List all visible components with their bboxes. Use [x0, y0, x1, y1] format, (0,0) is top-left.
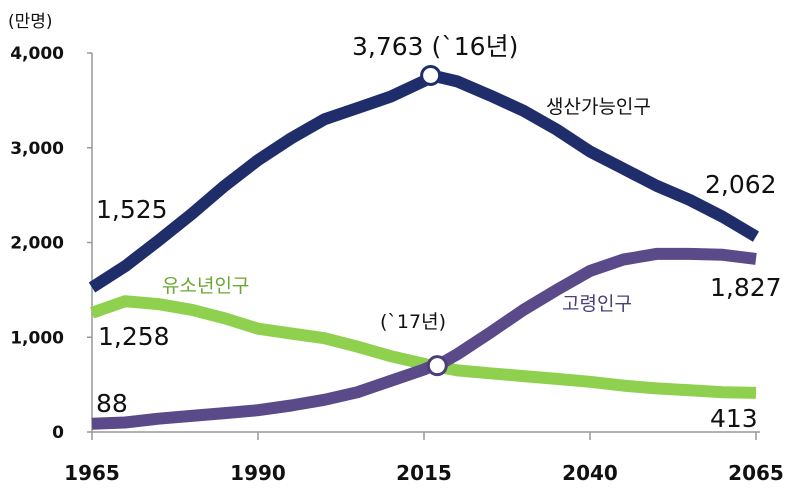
y-tick-label: 3,000 — [10, 139, 64, 159]
x-tick-label: 2015 — [396, 461, 452, 485]
x-tick-label: 1965 — [64, 461, 120, 485]
x-tick-label: 2040 — [562, 461, 618, 485]
data-label-working-peak: 3,763 (`16년) — [352, 32, 518, 61]
x-tick-label: 2065 — [728, 461, 784, 485]
data-label-elderly-start: 88 — [96, 389, 128, 418]
x-tick-label: 1990 — [230, 461, 286, 485]
data-label-working-end: 2,062 — [705, 170, 777, 199]
highlight-marker — [420, 64, 442, 86]
data-label-cross: (`17년) — [380, 311, 446, 333]
legend-label-youth: 유소년인구 — [162, 275, 249, 297]
y-tick-label: 4,000 — [10, 44, 64, 64]
unit-label: (만명) — [8, 12, 53, 32]
y-tick-label: 1,000 — [10, 328, 64, 348]
y-tick-label: 0 — [52, 423, 64, 443]
data-label-working-start: 1,525 — [96, 195, 168, 224]
data-label-elderly-end: 1,827 — [710, 273, 782, 302]
highlight-marker — [426, 355, 448, 377]
legend-label-working: 생산가능인구 — [546, 96, 651, 118]
legend-label-elderly: 고령인구 — [562, 293, 632, 315]
y-tick-label: 2,000 — [10, 234, 64, 254]
data-label-youth-end: 413 — [710, 404, 758, 433]
data-label-youth-start: 1,258 — [98, 322, 170, 351]
